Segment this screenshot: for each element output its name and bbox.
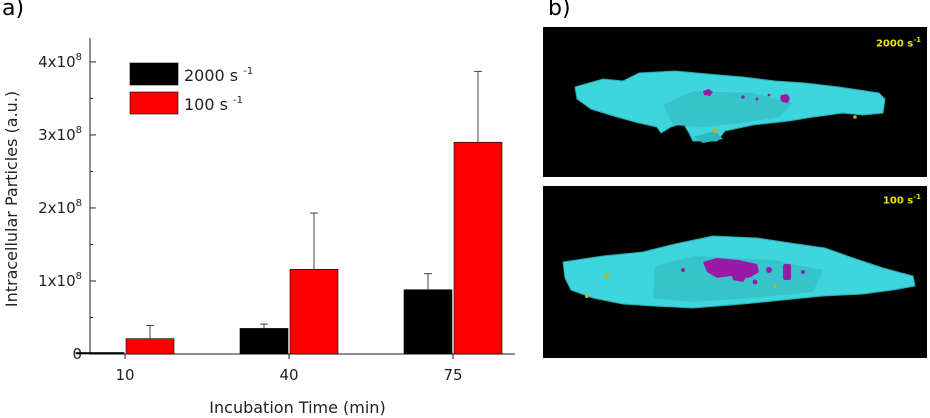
y-tick-label: 3x108 (38, 125, 82, 144)
cell-render-100-graphic (562, 235, 916, 309)
panel-label-b: b) (548, 0, 571, 21)
bar-s100-75 (453, 141, 503, 355)
y-axis-title: Intracellular Particles (a.u.) (2, 91, 21, 307)
x-tick-label: 10 (115, 366, 134, 384)
y-tick-label: 1x108 (38, 271, 82, 290)
bar-s2000-10 (75, 352, 125, 355)
x-tick-label: 75 (443, 366, 462, 384)
bar-s100-10 (125, 338, 175, 355)
shear-rate-tag-100: 100 s-1 (882, 193, 921, 207)
bar-s100-40 (289, 268, 339, 355)
legend-label-s2000: 2000 s -1 (184, 66, 253, 85)
x-tick-label: 40 (279, 366, 298, 384)
y-tick-label: 2x108 (38, 198, 82, 217)
y-tick-label: 4x108 (38, 52, 82, 71)
bar-s2000-75 (403, 289, 453, 355)
bar-chart: 01x1082x1083x1084x1081040752000 s -1100 … (2, 38, 515, 417)
panel-label-a: a) (2, 0, 25, 21)
x-axis-title: Incubation Time (min) (209, 398, 385, 417)
bar-s2000-40 (239, 328, 289, 355)
microscopy-render-100: 100 s-1 (543, 186, 927, 358)
cell-render-2000-graphic (574, 70, 886, 143)
legend-swatch-s2000 (129, 62, 179, 86)
shear-rate-tag-2000: 2000 s-1 (875, 36, 921, 50)
microscopy-render-2000: 2000 s-1 (543, 27, 927, 177)
legend-label-s100: 100 s -1 (184, 95, 243, 114)
legend-swatch-s100 (129, 91, 179, 115)
